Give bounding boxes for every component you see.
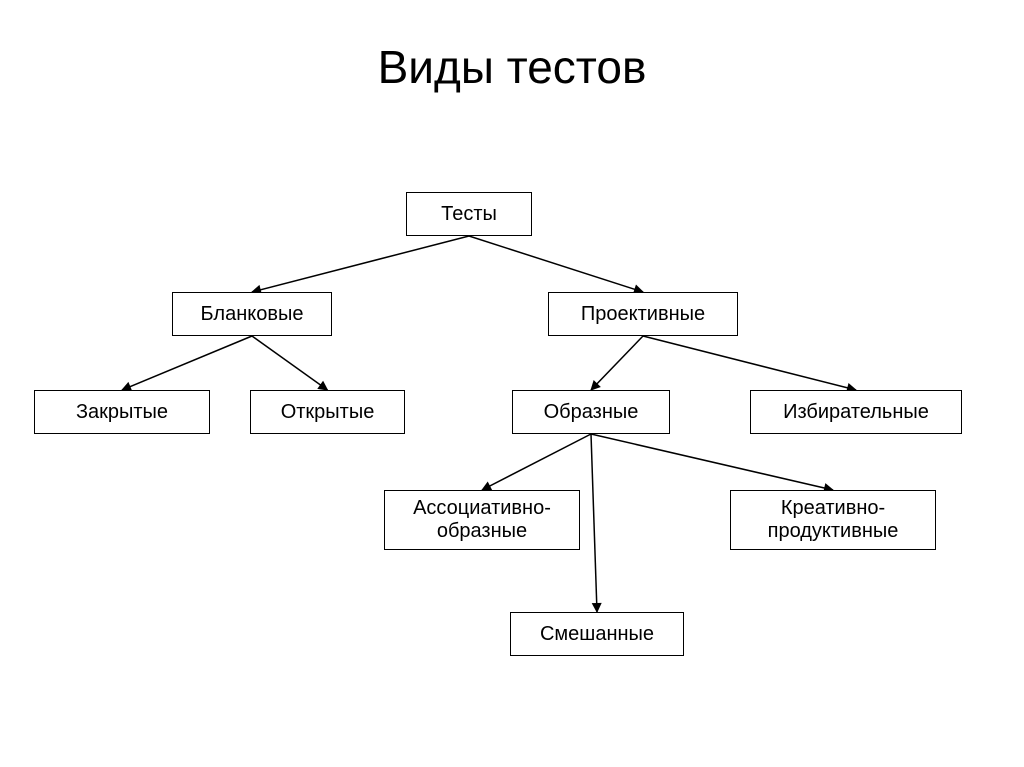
node-tests: Тесты — [406, 192, 532, 236]
node-figurative: Образные — [512, 390, 670, 434]
node-creative: Креативно-продуктивные — [730, 490, 936, 550]
node-open: Открытые — [250, 390, 405, 434]
node-mixed: Смешанные — [510, 612, 684, 656]
node-selective: Избирательные — [750, 390, 962, 434]
edge-tests-projective — [469, 236, 643, 292]
edge-blank-closed — [122, 336, 252, 390]
node-projective: Проективные — [548, 292, 738, 336]
diagram-canvas: Тесты Бланковые Проективные Закрытые Открыты… — [0, 0, 1024, 767]
node-closed: Закрытые — [34, 390, 210, 434]
edge-projective-selective — [643, 336, 856, 390]
node-blank: Бланковые — [172, 292, 332, 336]
edge-figurative-assoc — [482, 434, 591, 490]
node-assoc: Ассоциативно-образные — [384, 490, 580, 550]
edge-projective-figurative — [591, 336, 643, 390]
edge-blank-open — [252, 336, 328, 390]
edge-figurative-creative — [591, 434, 833, 490]
edge-figurative-mixed — [591, 434, 597, 612]
edge-tests-blank — [252, 236, 469, 292]
